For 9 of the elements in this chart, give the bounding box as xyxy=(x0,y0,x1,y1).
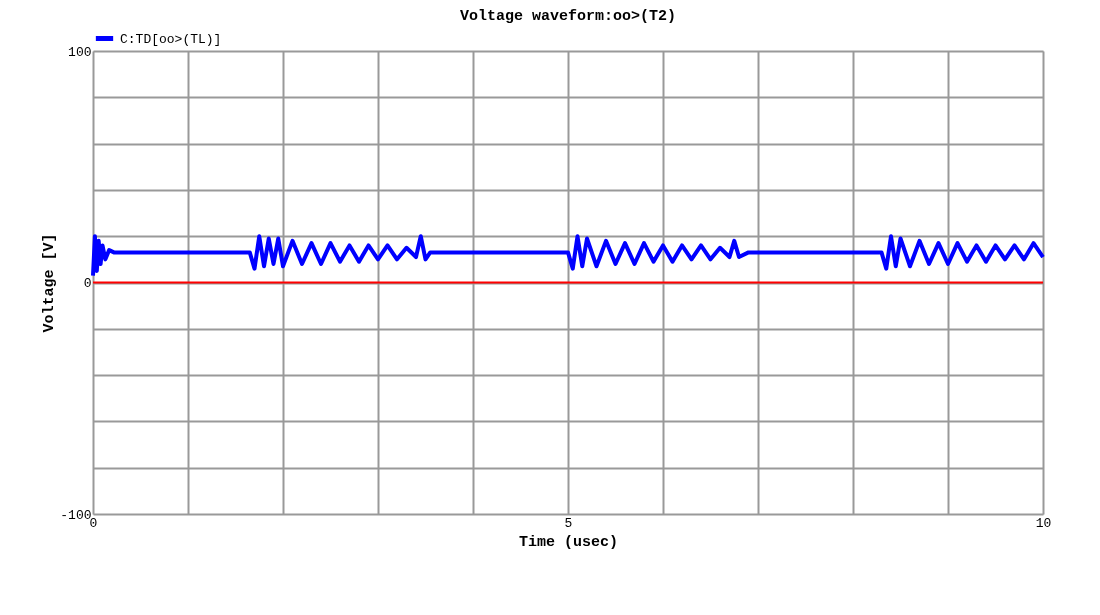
chart-title: Voltage waveform:oo>(T2) xyxy=(459,8,677,25)
y-tick-label: 100 xyxy=(68,44,92,60)
x-tick-label: 5 xyxy=(564,515,573,531)
x-tick-label: 10 xyxy=(1035,515,1052,531)
y-axis-title: Voltage [V] xyxy=(41,233,59,333)
x-axis-title: Time (usec) xyxy=(518,533,619,551)
y-tick-label: 0 xyxy=(83,276,92,291)
legend-label: C:TD[oo>(TL)] xyxy=(120,31,222,47)
line-series xyxy=(91,234,1045,278)
